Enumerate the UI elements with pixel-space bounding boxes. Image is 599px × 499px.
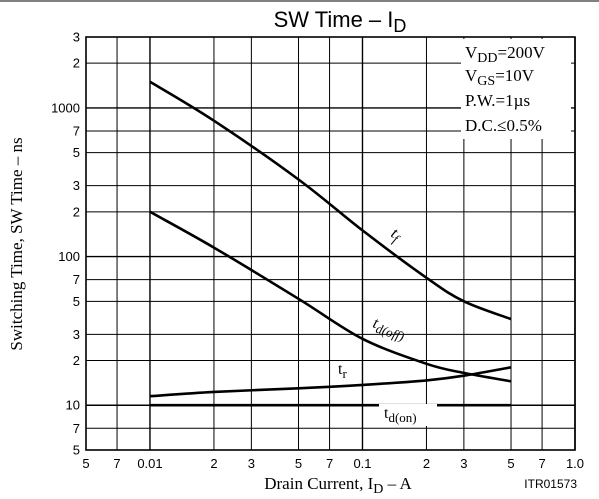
x-tick-label: 7 [326, 456, 333, 471]
y-tick-label: 2 [73, 353, 80, 368]
y-axis-label: Switching Time, SW Time – ns [7, 137, 26, 350]
series-labels: tf td(off) tr td(on) [338, 225, 437, 426]
x-tick-label: 7 [113, 456, 120, 471]
chart-title: SW Time – ID [274, 7, 407, 36]
x-axis-label-text: Drain Current, ID – A [264, 474, 412, 497]
y-tick-label: 1000 [51, 100, 80, 115]
series-label-tf: tf [387, 225, 406, 248]
x-tick-label: 1.0 [566, 456, 584, 471]
title-text: SW Time – ID [274, 7, 407, 36]
y-tick-label: 7 [73, 421, 80, 436]
series-label-bg [379, 404, 437, 426]
y-tick-labels: 5 7 10 2 3 5 7 100 2 3 5 7 1000 2 3 [51, 30, 80, 458]
y-tick-label: 3 [73, 327, 80, 342]
y-tick-label: 2 [73, 56, 80, 71]
x-tick-label: 0.1 [353, 456, 371, 471]
x-tick-label: 5 [295, 456, 302, 471]
x-tick-label: 5 [507, 456, 514, 471]
series-line-td-off [149, 210, 512, 383]
y-tick-label: 3 [73, 178, 80, 193]
y-tick-label: 7 [73, 123, 80, 138]
conditions-box [461, 39, 571, 139]
x-tick-label: 2 [423, 456, 430, 471]
y-tick-label: 10 [66, 398, 80, 413]
series-line-tf [149, 80, 512, 321]
x-tick-label: 3 [248, 456, 255, 471]
y-axis-label-text: Switching Time, SW Time – ns [7, 137, 26, 350]
condition-line: VGS=10V [465, 66, 535, 89]
y-tick-label: 5 [73, 294, 80, 309]
condition-line: D.C.≤0.5% [465, 116, 542, 135]
y-tick-label: 7 [73, 272, 80, 287]
x-tick-label: 3 [460, 456, 467, 471]
y-tick-label: 5 [73, 145, 80, 160]
condition-line: VDD=200V [465, 43, 546, 66]
series-label-td-off: td(off) [370, 315, 408, 344]
figure-code: ITR01573 [524, 477, 577, 491]
y-tick-label: 5 [73, 443, 80, 458]
series-label-td-on: td(on) [384, 405, 417, 425]
x-tick-label: 0.01 [137, 456, 162, 471]
x-axis-label: Drain Current, ID – A [264, 474, 412, 497]
condition-line: P.W.=1µs [465, 91, 530, 110]
plot-area [85, 36, 576, 451]
series-label-tr: tr [338, 361, 347, 381]
curves [149, 80, 512, 407]
x-tick-label: 2 [210, 456, 217, 471]
y-tick-label: 2 [73, 204, 80, 219]
x-tick-labels: 5 7 0.01 2 3 5 7 0.1 2 3 5 7 1.0 [82, 456, 584, 471]
x-tick-label: 7 [538, 456, 545, 471]
y-tick-label: 100 [58, 249, 80, 264]
series-line-tr [149, 366, 512, 398]
x-tick-label: 5 [82, 456, 89, 471]
y-tick-label: 3 [73, 30, 80, 45]
